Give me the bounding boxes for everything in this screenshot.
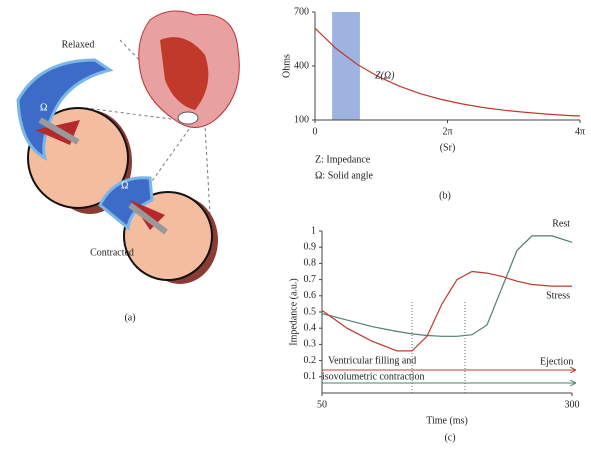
y-axis-title: Ohms (281, 54, 292, 78)
y-tick-label: 0.2 (304, 355, 317, 366)
y-tick-label: 0.8 (304, 258, 317, 269)
annotation: Ventricular filling and (328, 355, 416, 366)
annotation: Z(Ω) (375, 70, 395, 81)
heart-illustration (16, 10, 240, 284)
contracted-label: Contracted (90, 247, 134, 258)
line (314, 27, 581, 117)
heart-chamber (160, 37, 209, 111)
y-tick-label: 700 (294, 6, 309, 17)
cap (16, 58, 114, 161)
probe (128, 202, 168, 235)
x-tick-label: 4π (575, 126, 585, 137)
series-label: Rest (552, 219, 570, 230)
relaxed-label: Relaxed (62, 39, 95, 50)
annotation: Ejection (540, 356, 573, 367)
omega-label: Ω (121, 180, 128, 191)
omega-label: Ω (40, 102, 47, 113)
heart-section (177, 111, 199, 125)
line (321, 270, 572, 352)
y-tick-label: 0.3 (304, 339, 317, 350)
series-label: Stress (546, 290, 570, 301)
line (321, 235, 573, 337)
y-tick-label: 0.7 (304, 274, 317, 285)
y-tick-label: 100 (294, 114, 309, 125)
caption: (a) (124, 312, 135, 323)
x-tick-label: 300 (565, 399, 580, 410)
caption: (c) (444, 432, 455, 443)
x-tick-label: 50 (317, 399, 327, 410)
y-tick-label: 0.4 (304, 322, 317, 333)
y-tick-label: 0.6 (304, 290, 317, 301)
x-tick-label: 0 (313, 126, 318, 137)
x-axis-title: Time (ms) (426, 415, 468, 426)
y-tick-label: 0.1 (304, 371, 317, 382)
annotation: isovolumetric contraction (322, 371, 424, 382)
note: Ω: Solid angle (315, 170, 374, 181)
cap (98, 176, 154, 231)
y-tick-label: 400 (294, 60, 309, 71)
y-tick-label: 0.5 (304, 306, 317, 317)
caption: (b) (439, 190, 451, 201)
y-axis-title: Impedance (a.u.) (288, 278, 299, 345)
band (332, 12, 360, 120)
y-tick-label: 1 (311, 225, 316, 236)
guide-line (204, 124, 211, 216)
probe (38, 117, 80, 145)
y-tick-label: 0.9 (304, 241, 317, 252)
x-tick-label: 2π (442, 126, 452, 137)
guide-line (134, 124, 193, 206)
note: Z: Impedance (315, 154, 371, 165)
x-axis-title: (Sr) (440, 142, 456, 153)
